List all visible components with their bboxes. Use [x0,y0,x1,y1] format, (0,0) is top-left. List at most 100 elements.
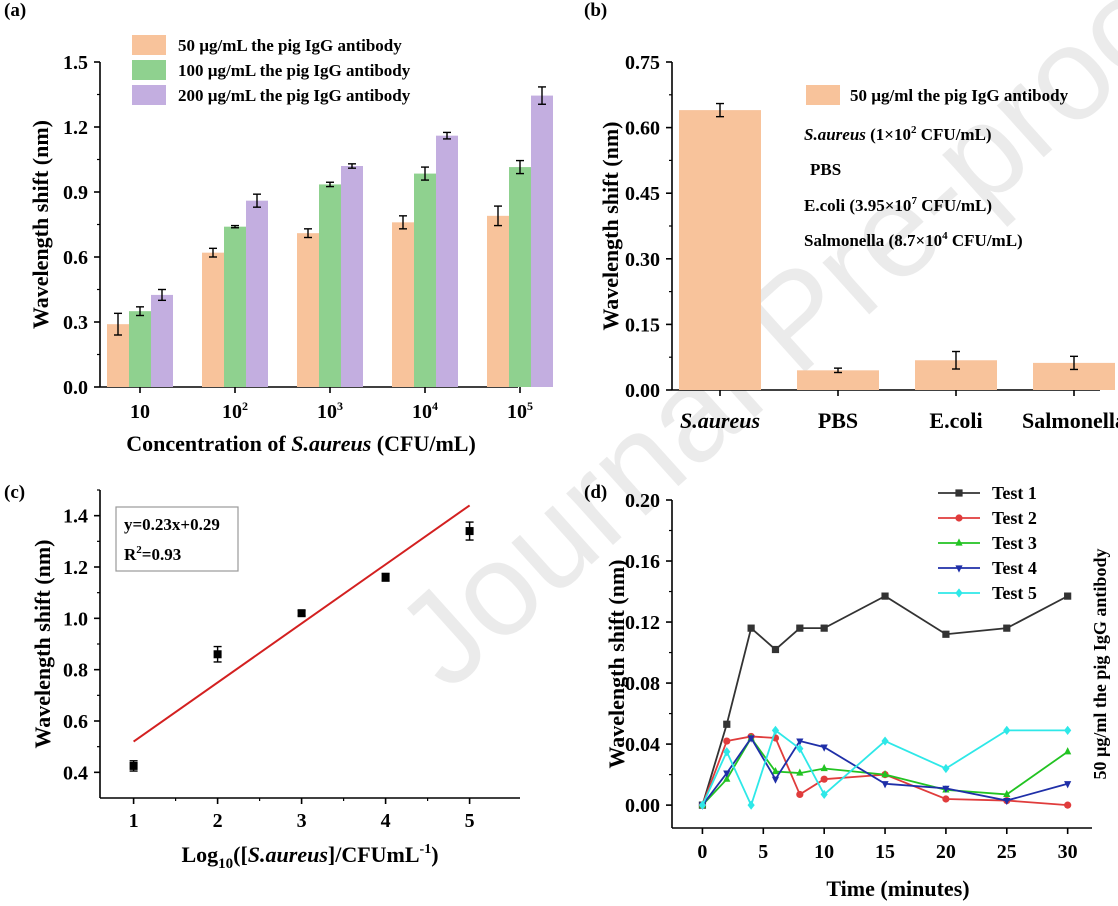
panel-c-fit-box [115,506,239,572]
panel-d-point [942,795,950,803]
panel-d-point [771,645,780,654]
panel-d-legend-label: Test 1 [992,483,1037,503]
panel-a-xtick-label: 102 [222,399,248,423]
panel-a-xtick-label-part: 3 [337,399,343,413]
panel-d-right-label: 50 µg/ml the pig IgG antibody [1090,549,1110,780]
panel-c-x-axis-label-part: ) [431,842,438,867]
panel-d-point [771,776,780,784]
panel-d-ytick-label: 0.16 [625,551,660,573]
panel-a-bar [319,184,341,387]
panel-b-legend-swatch [806,85,840,105]
panel-d-legend-label: Test 3 [992,533,1037,553]
panel-b-tag: (b) [584,0,607,21]
panel-d-series-line [701,735,1068,807]
panel-b-xtick-label: E.coli [929,408,982,433]
panel-d-point [796,790,804,799]
panel-d-point [723,747,731,757]
panel-d-point [796,744,804,754]
panel-a-legend-label: 200 µg/mL the pig IgG antibody [178,86,411,105]
panel-b-xtick-label: PBS [818,408,858,433]
panel-d-ytick-label: 0.20 [625,490,660,512]
panel-d-point [820,744,828,752]
panel-c-point [129,761,138,770]
panel-c-fit-equation: y=0.23x+0.29 [124,515,220,534]
panel-a-bar [436,135,458,387]
panel-b-ytick-label: 0.00 [625,380,660,402]
panel-d-ytick-label: 0.00 [625,795,660,817]
panel-c-ytick-label: 1.4 [63,506,88,528]
panel-b-ytick-label: 0.30 [625,249,660,271]
panel-d-point [1003,789,1011,798]
panel-a-bar [531,95,553,387]
panel-c-x-axis-label-part: -1 [420,842,432,857]
panel-d-point [1003,624,1011,632]
panel-c-point [465,527,474,536]
panel-a-xtick-label-part: 4 [432,399,438,413]
panel-b-annotation-part: CFU/mL) [917,125,992,144]
panel-c-point [213,650,222,659]
panel-d-legend-label: Test 4 [992,558,1037,578]
panel-d-point [820,775,828,783]
panel-b-xtick-label: Salmonella [1022,408,1118,433]
panel-d-point [820,789,828,800]
panel-d-point [771,725,780,735]
panel-a-xtick-label-part: 10 [507,401,527,423]
panel-a-xtick-label-part: 10 [222,401,242,423]
panel-a-bar [341,166,363,387]
panel-d-point [881,592,889,600]
panel-d-point [1064,592,1072,600]
panel-a-tag: (a) [4,0,26,21]
panel-b-bar [679,110,761,391]
panel-c-ytick-label: 1.2 [63,557,88,579]
panel-c-ytick-label: 0.6 [63,711,88,733]
panel-d-point [723,770,731,778]
panel-a-ytick-label: 1.2 [63,117,88,139]
panel-c-x-axis-label-part: Log [181,842,218,867]
panel-a-ytick-label: 0.9 [63,182,88,204]
panel-a-bar [129,311,151,387]
panel-d-point [796,738,804,746]
panel-c-x-axis-label-part: S.aureus [248,842,328,867]
panel-c-xtick-label: 4 [381,810,391,832]
panel-b-annotation-part: PBS [810,160,841,179]
panel-d-legend-marker [955,489,963,497]
panel-d-point [723,774,731,782]
panel-d-series-line [701,595,1069,806]
panel-b-ytick-label: 0.60 [625,118,660,140]
panel-d-point [881,736,889,746]
panel-a-bar [509,167,531,387]
panel-d-ytick-label: 0.08 [625,673,660,695]
panel-d-ytick-label: 0.04 [625,734,660,756]
panel-b-annotation-part: CFU/mL) [917,196,992,215]
panel-d-point [942,763,950,774]
panel-a-bar [224,226,246,387]
panel-c-tag: (c) [4,482,25,503]
panel-a-ytick-label: 0.3 [63,312,88,334]
panel-a-x-axis-label: Concentration of S.aureus (CFU/mL) [126,431,476,456]
panel-d-legend-marker [955,514,963,522]
panel-d-xtick-label: 30 [1058,841,1078,863]
panel-c-point [297,609,306,618]
panel-d-y-axis-label: Wavelength shift (nm) [604,560,629,769]
panel-d-point [723,737,731,745]
panel-d-point [820,763,828,772]
panel-b-ytick-label: 0.45 [625,183,660,205]
panel-a-legend-swatch [132,85,166,105]
panel-b-legend-label: 50 µg/ml the pig IgG antibody [850,86,1069,105]
panel-a-ytick-label: 0.6 [63,247,88,269]
panel-c-x-axis-label-part: 10 [218,856,233,872]
panel-a-bar [107,324,129,387]
panel-d-xtick-label: 20 [936,841,956,863]
panel-d-point [771,766,780,775]
panel-c-point [381,573,390,582]
panel-d-series-line [701,736,1068,806]
panel-a-xtick-label-part: 10 [130,401,150,423]
panel-b-annotation-part: Salmonella (8.7×10 [804,231,942,250]
panel-b-annotation: E.coli (3.95×107 CFU/mL) [804,195,992,215]
panel-a-xtick-label-part: 10 [412,401,432,423]
panel-d-point [881,770,889,778]
panel-a-bar [151,294,173,387]
panel-d-xtick-label: 10 [814,841,834,863]
panel-d-point [698,800,707,810]
